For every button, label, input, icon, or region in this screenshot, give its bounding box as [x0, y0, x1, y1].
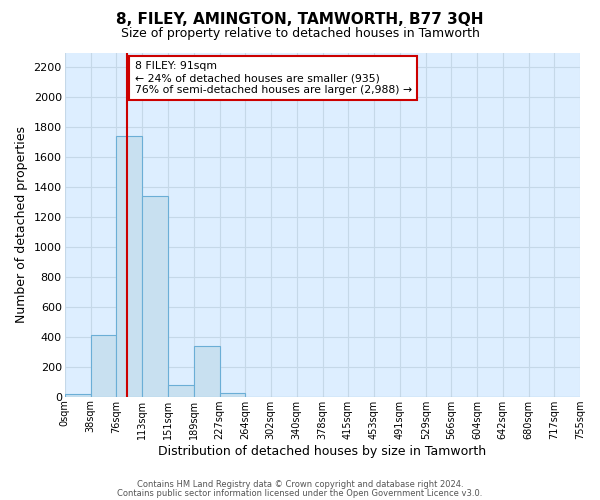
Text: Size of property relative to detached houses in Tamworth: Size of property relative to detached ho…: [121, 28, 479, 40]
Bar: [142, 196, 167, 396]
Text: 8 FILEY: 91sqm
← 24% of detached houses are smaller (935)
76% of semi-detached h: 8 FILEY: 91sqm ← 24% of detached houses …: [135, 62, 412, 94]
X-axis label: Distribution of detached houses by size in Tamworth: Distribution of detached houses by size …: [158, 444, 487, 458]
Bar: [220, 393, 245, 396]
Bar: [116, 136, 142, 396]
Bar: [194, 346, 220, 397]
Text: 8, FILEY, AMINGTON, TAMWORTH, B77 3QH: 8, FILEY, AMINGTON, TAMWORTH, B77 3QH: [116, 12, 484, 28]
Bar: [91, 336, 116, 396]
Text: Contains HM Land Registry data © Crown copyright and database right 2024.: Contains HM Land Registry data © Crown c…: [137, 480, 463, 489]
Bar: [65, 394, 91, 396]
Bar: [167, 384, 194, 396]
Y-axis label: Number of detached properties: Number of detached properties: [15, 126, 28, 323]
Text: Contains public sector information licensed under the Open Government Licence v3: Contains public sector information licen…: [118, 489, 482, 498]
